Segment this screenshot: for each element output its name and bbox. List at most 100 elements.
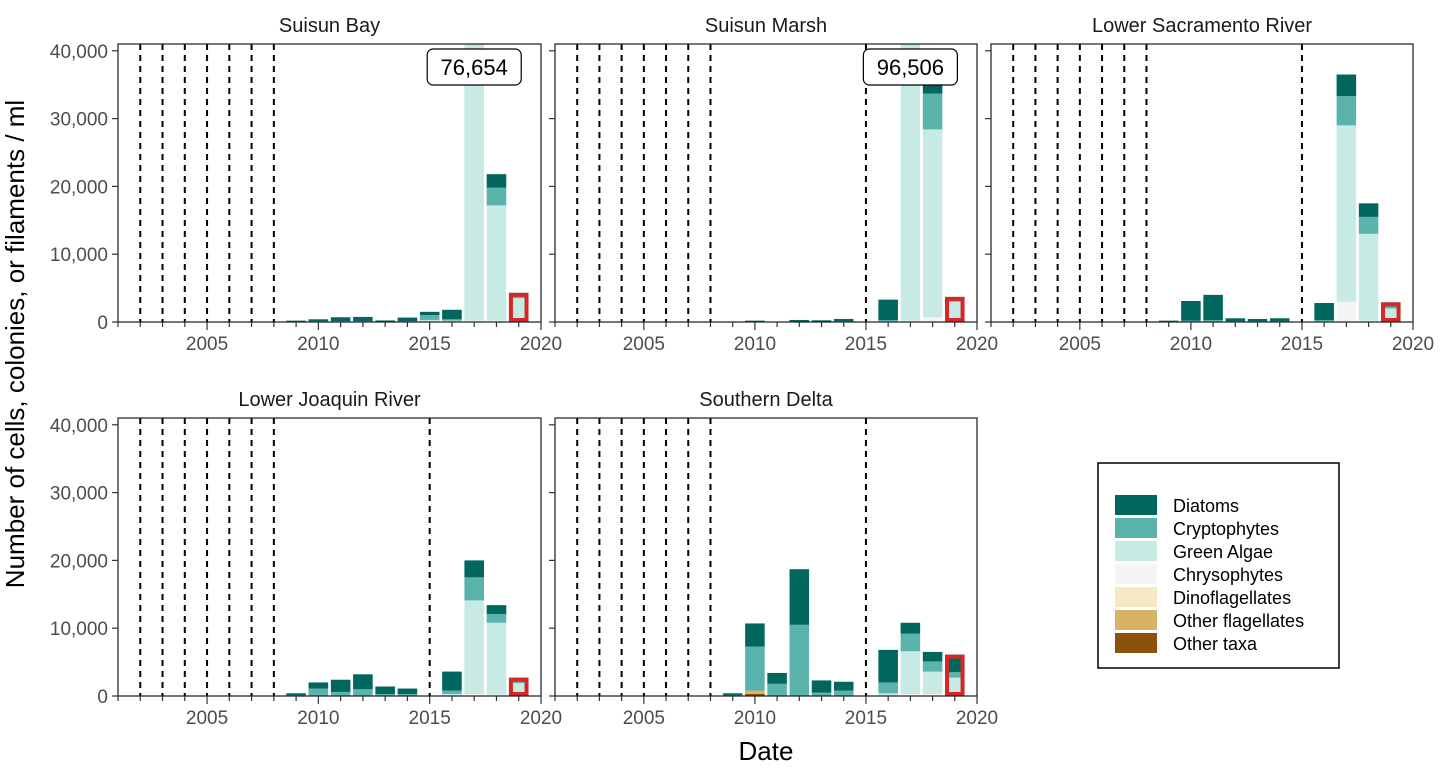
bar-segment-diatoms	[1247, 318, 1268, 322]
legend-swatch-dinoflagellates	[1115, 587, 1157, 607]
x-tick-label: 2020	[956, 334, 998, 355]
y-axis: 0 10,000 20,000 30,000 40,000	[50, 416, 118, 708]
bar-segment-diatoms	[286, 320, 306, 322]
bar-segment-diatoms	[945, 654, 965, 673]
bar-segment-cryptophytes	[922, 661, 943, 672]
bar-segment-green-algae	[486, 205, 507, 321]
bar-stack-2010	[1181, 300, 1201, 322]
bar-segment-green-algae	[1336, 125, 1357, 302]
bar-segment-diatoms	[353, 674, 373, 690]
callout-box	[862, 48, 958, 86]
dashed-lines	[576, 44, 867, 322]
bar-segment-green-algae	[419, 319, 440, 322]
highlight-outline	[945, 654, 965, 696]
bars	[1158, 74, 1401, 322]
panel-title: Suisun Marsh	[705, 15, 827, 37]
bar-segment-diatoms	[878, 299, 898, 320]
bars	[722, 569, 965, 696]
bar-segment-green-algae	[1358, 233, 1379, 321]
highlight-outline	[508, 292, 529, 322]
bar-stack-2011	[1203, 294, 1223, 322]
bar-stack-2011	[330, 679, 351, 696]
y-axis-title: Number of cells, colonies, or filaments …	[0, 100, 30, 588]
bar-stack-2018	[1358, 203, 1379, 322]
bar-segment-green-algae	[900, 651, 921, 694]
panel-border	[117, 417, 542, 697]
x-tick-label: 2005	[186, 334, 228, 355]
bar-stack-2011	[330, 317, 351, 322]
bar-segment-diatoms	[464, 560, 485, 578]
bars	[286, 560, 529, 696]
legend: Diatoms Cryptophytes Green Algae Chrysophyt…	[1097, 462, 1340, 669]
y-tick-label: 10,000	[50, 245, 108, 266]
legend-swatch-diatoms	[1115, 495, 1157, 515]
bar-segment-diatoms	[1358, 203, 1379, 217]
bar-segment-diatoms	[811, 680, 832, 693]
x-tick-label: 2005	[1059, 334, 1101, 355]
bar-segment-chrysophytes	[464, 320, 485, 322]
bar-segment-diatoms	[833, 681, 854, 691]
bar-stack-2018	[922, 651, 943, 696]
bar-segment-diatoms	[375, 320, 395, 322]
bar-segment-green-algae	[945, 301, 965, 322]
legend-swatch-green-algae	[1115, 541, 1157, 561]
x-tick-label: 2005	[186, 708, 228, 729]
bar-segment-cryptophytes	[442, 690, 462, 694]
legend-swatch-chrysophytes	[1115, 564, 1157, 584]
x-tick-label: 2015	[845, 708, 887, 729]
panel-border	[990, 43, 1414, 323]
bar-stack-2014	[397, 688, 418, 696]
x-tick-label: 2010	[1170, 334, 1212, 355]
bar-stack-2016	[442, 309, 462, 322]
panel-lower-sacramento-river: Lower Sacramento River 2005 2010 2015 2020	[985, 15, 1434, 355]
bar-segment-cryptophytes	[1314, 319, 1334, 322]
bar-segment-green-algae	[922, 129, 943, 318]
x-axis: 2005 2010 2015 2020	[554, 322, 998, 355]
bar-segment-diatoms	[1203, 294, 1223, 320]
bar-segment-green-algae	[922, 671, 943, 694]
bar-segment-cryptophytes	[464, 577, 485, 601]
bar-segment-cryptophytes	[1381, 306, 1401, 309]
bar-segment-cryptophytes	[486, 187, 507, 206]
x-tick-label: 2020	[956, 708, 998, 729]
legend-label: Diatoms	[1173, 496, 1239, 516]
bar-segment-cryptophytes	[1336, 96, 1357, 126]
bar-segment-cryptophytes	[900, 633, 921, 652]
y-tick-label: 30,000	[50, 110, 108, 131]
bar-segment-diatoms	[900, 622, 921, 634]
bar-segment-diatoms	[330, 317, 351, 321]
bar-segment-chrysophytes	[1336, 301, 1357, 322]
bar-stack-2014	[397, 317, 418, 322]
x-tick-label: 2005	[623, 334, 665, 355]
panel-suisun-marsh: Suisun Marsh 2005 2010 2015 2020 96,506	[549, 15, 998, 355]
bar-segment-cryptophytes	[767, 683, 787, 696]
legend-label: Other taxa	[1173, 634, 1258, 654]
legend-label: Cryptophytes	[1173, 519, 1279, 539]
bar-stack-2012	[789, 569, 810, 696]
bar-segment-diatoms	[308, 319, 329, 322]
bar-segment-diatoms	[286, 693, 306, 696]
bar-segment-cryptophytes	[878, 319, 898, 322]
bar-segment-diatoms	[811, 320, 832, 322]
legend-label: Chrysophytes	[1173, 565, 1283, 585]
y-tick-label: 40,000	[50, 416, 108, 437]
panel-border	[554, 43, 978, 323]
panel-border	[117, 43, 542, 323]
bar-stack-2017	[900, 44, 921, 322]
bar-stack-2013	[375, 686, 395, 696]
panel-southern-delta: Southern Delta 2005 2010 2015 2020	[549, 389, 998, 729]
bar-segment-cryptophytes	[1181, 320, 1201, 322]
y-tick-label: 20,000	[50, 177, 108, 198]
callout-label: 96,506	[862, 48, 958, 86]
highlight-outline	[1381, 302, 1401, 322]
bar-stack-2012	[353, 316, 373, 322]
bar-segment-diatoms	[833, 318, 854, 322]
panel-title: Lower Sacramento River	[1092, 15, 1312, 37]
x-axis: 2005 2010 2015 2020	[990, 322, 1434, 355]
legend-label: Other flagellates	[1173, 611, 1304, 631]
x-axis: 2005 2010 2015 2020	[117, 696, 562, 729]
bar-segment-cryptophytes	[945, 672, 965, 678]
x-tick-label: 2020	[1392, 334, 1434, 355]
callout-box	[426, 48, 522, 86]
callout-label: 76,654	[426, 48, 522, 86]
